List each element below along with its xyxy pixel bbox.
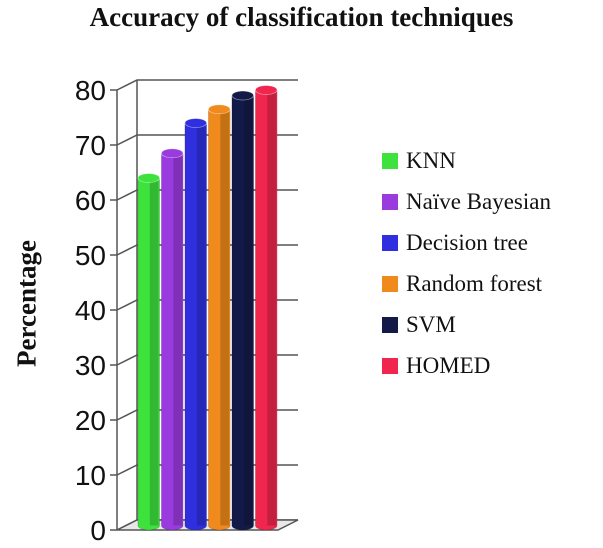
legend-item: Naïve Bayesian	[382, 181, 551, 222]
legend-label: Decision tree	[406, 229, 528, 255]
legend-swatch	[382, 316, 398, 333]
bar-shade	[220, 109, 229, 526]
bar-shade	[267, 90, 276, 526]
legend-item: Decision tree	[382, 222, 551, 263]
y-tick-label: 50	[75, 240, 106, 271]
bar-cap	[231, 90, 254, 101]
bar-cap	[161, 148, 184, 159]
bar-body	[137, 177, 160, 531]
bar-body	[208, 108, 231, 531]
legend-label: HOMED	[406, 352, 491, 378]
bar-body	[255, 89, 278, 531]
bar-cap	[184, 118, 207, 128]
bar-cap	[137, 173, 160, 183]
bar	[184, 118, 207, 531]
legend-item: HOMED	[382, 345, 551, 386]
bar-shade	[173, 153, 182, 526]
bar-layer	[137, 85, 278, 531]
bar	[208, 104, 231, 531]
legend-swatch	[382, 234, 398, 251]
y-tick-label: 80	[75, 75, 106, 106]
legend-item: Random forest	[382, 263, 551, 304]
bar-body	[231, 95, 254, 531]
legend-swatch	[382, 275, 398, 292]
bar-shade	[196, 123, 206, 526]
bar	[231, 90, 254, 531]
legend-item: SVM	[382, 304, 551, 345]
y-tick-label: 30	[75, 350, 106, 381]
y-tick-label: 0	[90, 515, 106, 546]
bar-body	[161, 152, 184, 531]
legend-label: Naïve Bayesian	[406, 188, 551, 214]
y-tick-label: 60	[75, 185, 106, 216]
bar	[137, 173, 160, 531]
legend-label: SVM	[406, 311, 456, 337]
y-tick-label: 70	[75, 130, 106, 161]
legend-label: Random forest	[406, 270, 543, 296]
gridline	[116, 79, 298, 91]
bar-shade	[243, 95, 253, 526]
tick-layer: 0 10 20 30 40 50 60 70 80	[75, 75, 117, 546]
chart-title: Accuracy of classification techniques	[89, 2, 514, 32]
y-tick-label: 20	[75, 405, 106, 436]
bar-cap	[208, 104, 231, 115]
legend-swatch	[382, 193, 398, 210]
bar	[161, 148, 184, 531]
legend-item: KNN	[382, 140, 551, 181]
y-tick-label: 40	[75, 295, 106, 326]
legend-swatch	[382, 357, 398, 374]
bar-cap	[255, 85, 278, 95]
y-tick-label: 10	[75, 460, 106, 491]
legend-label: KNN	[406, 147, 456, 173]
bar-shade	[149, 178, 159, 526]
bar	[255, 85, 278, 531]
legend: KNN Naïve Bayesian Decision tree Random for…	[382, 140, 551, 386]
bar-body	[184, 122, 207, 531]
legend-swatch	[382, 152, 398, 169]
